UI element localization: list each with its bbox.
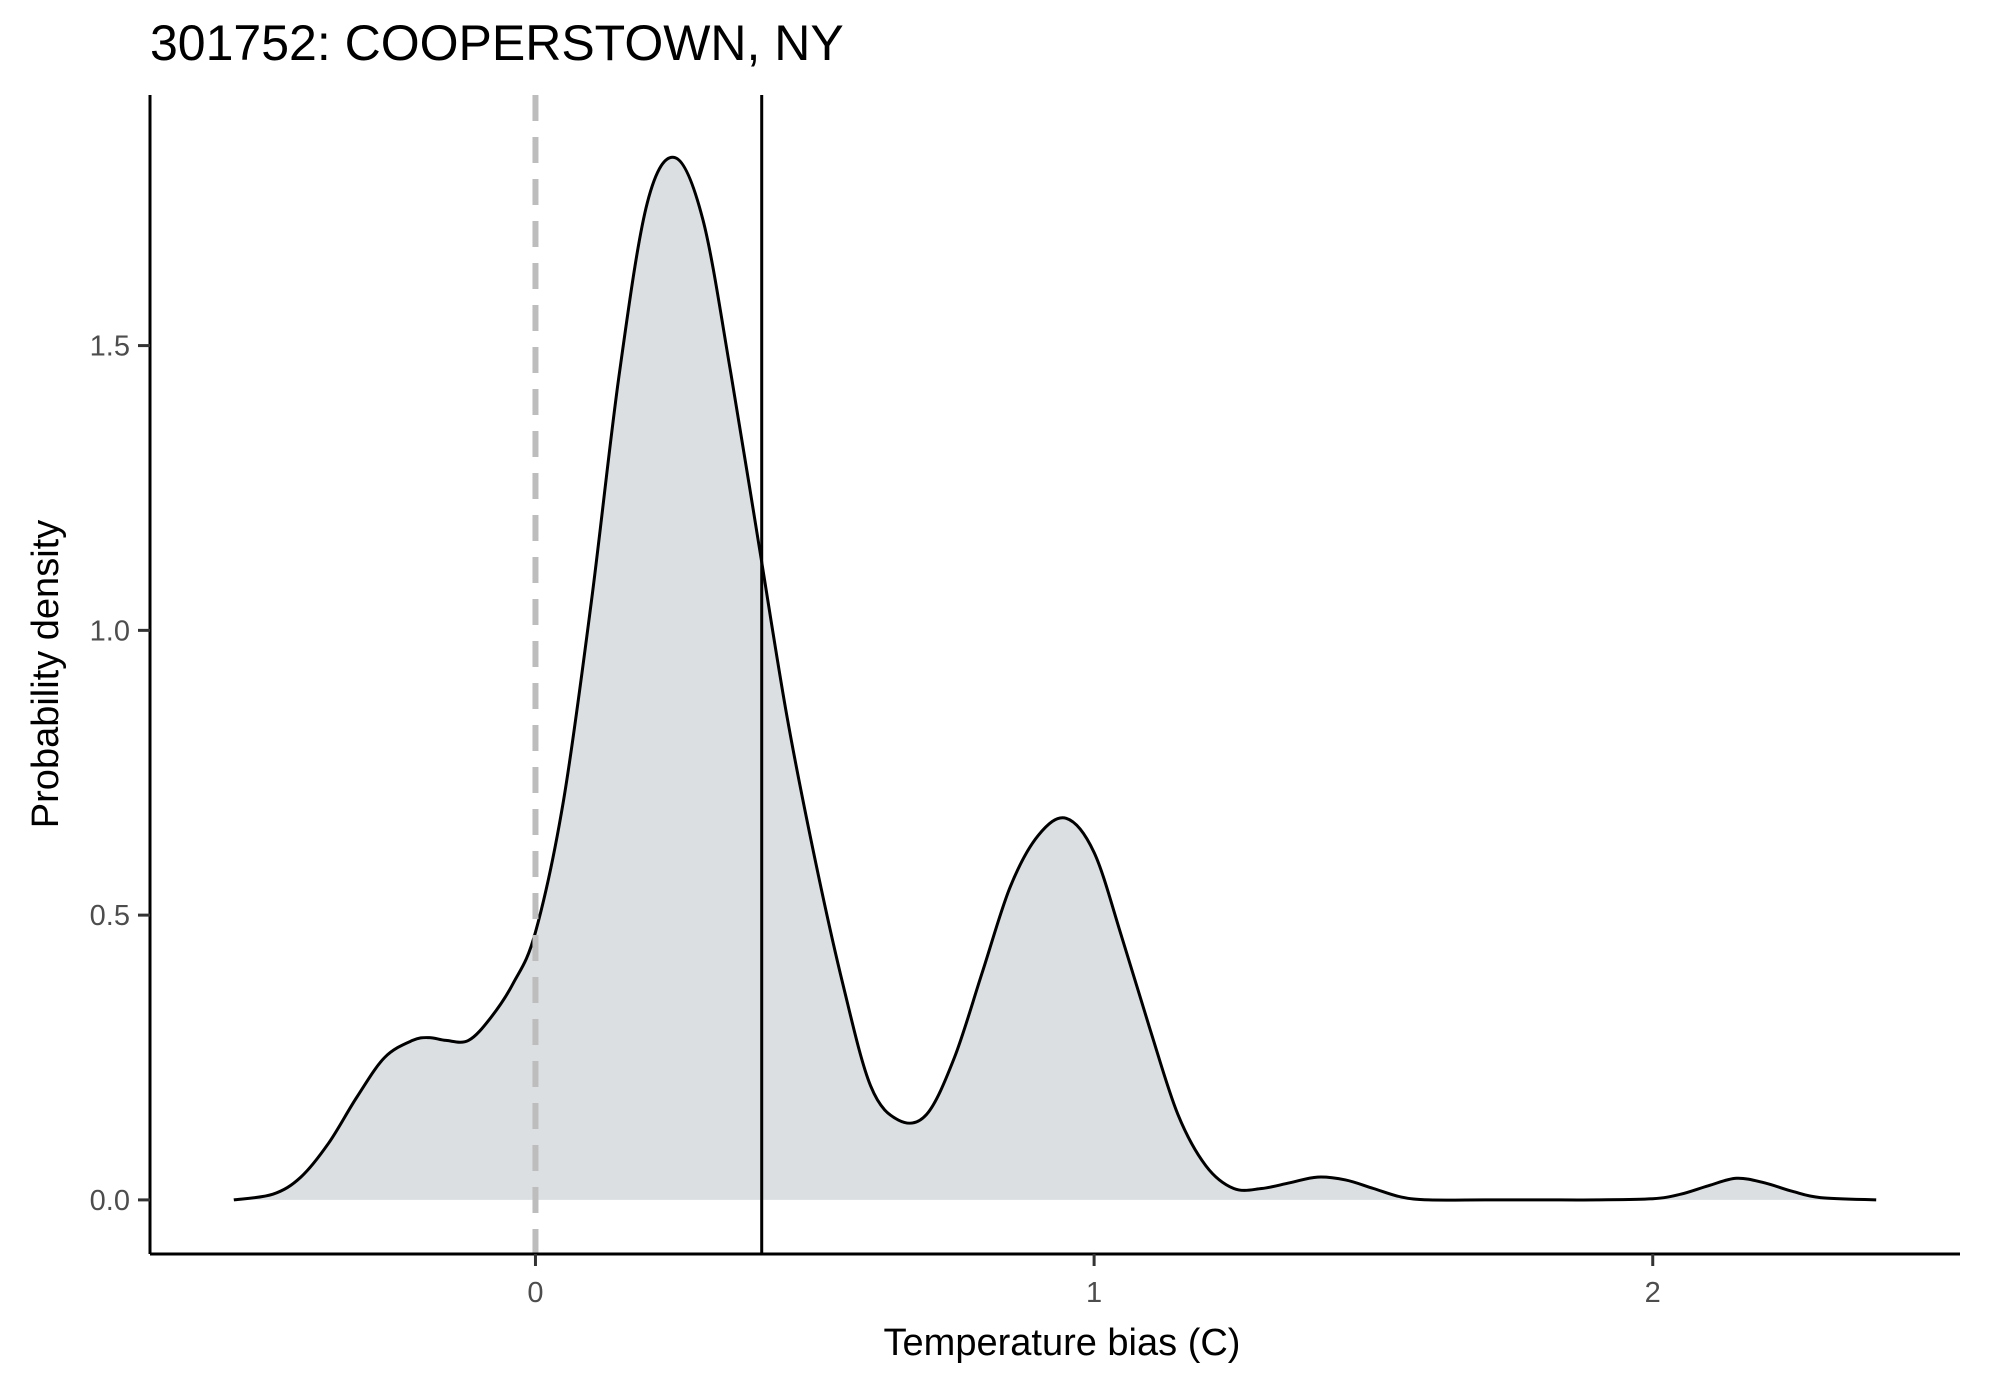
x-axis-title: Temperature bias (C) (884, 1322, 1241, 1364)
density-curve (233, 155, 1877, 1202)
x-tick-label: 2 (1645, 1277, 1661, 1309)
y-tick-label: 1.0 (90, 615, 130, 647)
chart-title: 301752: COOPERSTOWN, NY (150, 15, 844, 71)
y-tick-label: 1.5 (90, 331, 130, 363)
x-tick-label: 1 (1086, 1277, 1102, 1309)
y-tick-label: 0.5 (90, 900, 130, 932)
y-axis-title: Probability density (25, 520, 67, 828)
y-tick-label: 0.0 (90, 1185, 130, 1217)
x-tick-label: 0 (527, 1277, 543, 1309)
density-area (233, 157, 1877, 1201)
